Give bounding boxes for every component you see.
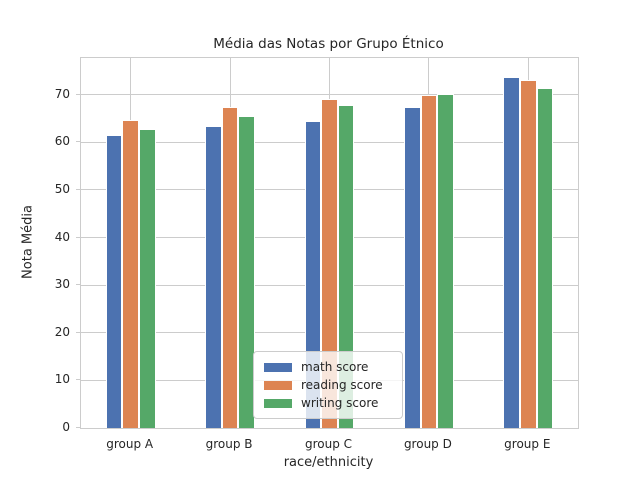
legend: math score reading score writing score (253, 351, 403, 419)
legend-item: writing score (264, 394, 392, 412)
legend-label: reading score (301, 378, 383, 392)
bar-reading-score-group-E (520, 80, 537, 428)
x-axis-label: race/ethnicity (283, 455, 374, 470)
x-tick-label: group D (403, 437, 452, 451)
legend-label: writing score (301, 396, 379, 410)
legend-swatch (264, 398, 292, 408)
chart-title: Média das Notas por Grupo Étnico (213, 36, 444, 52)
bar-reading-score-group-A (122, 119, 139, 428)
x-tick-label: group B (205, 437, 253, 451)
bar-reading-score-group-C (321, 98, 338, 428)
y-tick-label: 20 (54, 324, 70, 339)
legend-item: math score (264, 358, 392, 376)
bar-math-score-group-A (105, 134, 123, 428)
y-tick-label: 10 (54, 372, 70, 387)
y-tick-label: 60 (54, 134, 70, 149)
bar-reading-score-group-B (221, 107, 239, 428)
bar-math-score-group-E (503, 76, 520, 428)
y-tick-label: 30 (54, 277, 70, 292)
x-tick-label: group C (304, 437, 353, 451)
bar-writing-score-group-E (536, 88, 554, 428)
x-tick-label: group A (106, 437, 154, 451)
legend-swatch (264, 380, 292, 390)
y-tick-label: 70 (54, 86, 70, 101)
bar-writing-score-group-C (337, 105, 355, 428)
legend-item: reading score (264, 376, 392, 394)
plot-area (80, 57, 579, 429)
bar-writing-score-group-A (138, 129, 156, 428)
y-tick-mark (76, 236, 80, 238)
y-tick-mark (76, 284, 80, 286)
y-tick-mark (76, 331, 80, 333)
x-tick-label: group E (504, 437, 551, 451)
y-tick-label: 50 (54, 181, 70, 196)
y-tick-mark (76, 427, 80, 428)
legend-swatch (264, 362, 292, 372)
y-tick-mark (76, 141, 80, 143)
y-tick-label: 40 (54, 229, 70, 244)
y-tick-mark (76, 188, 80, 190)
bar-writing-score-group-B (238, 115, 255, 428)
y-tick-mark (76, 93, 80, 95)
bar-math-score-group-B (205, 126, 222, 428)
legend-label: math score (301, 360, 369, 374)
y-tick-label: 0 (62, 420, 70, 434)
bar-math-score-group-D (404, 107, 421, 428)
bar-reading-score-group-D (420, 94, 438, 428)
y-tick-mark (76, 379, 80, 381)
bar-writing-score-group-D (437, 94, 454, 428)
